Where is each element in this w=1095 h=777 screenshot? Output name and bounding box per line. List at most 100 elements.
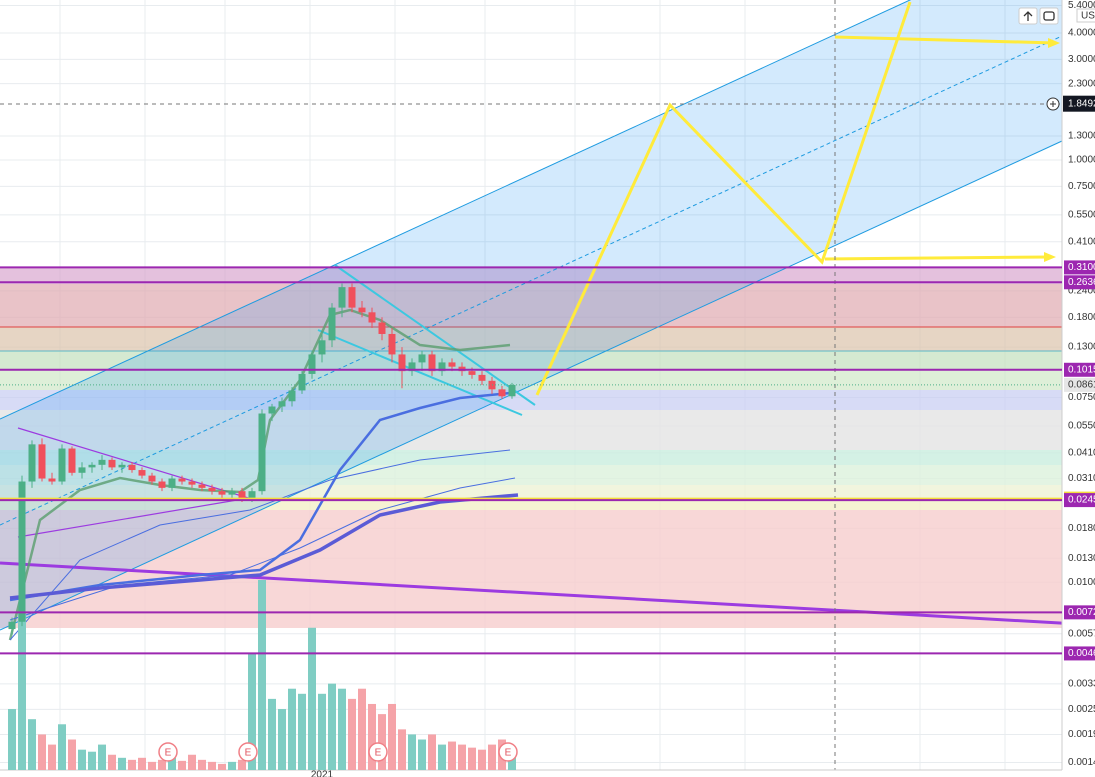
candle-body (198, 484, 206, 488)
volume-bar (168, 757, 176, 770)
candle-body (268, 406, 276, 414)
level-label: 0.2636 (1068, 277, 1095, 288)
volume-bar (108, 754, 116, 770)
volume-bar (58, 724, 66, 770)
candle-body (148, 475, 156, 482)
candle-body (378, 322, 386, 334)
volume-bar (428, 734, 436, 770)
candle-body (218, 491, 226, 495)
button-scroll-up[interactable] (1018, 7, 1038, 25)
volume-bar (228, 761, 236, 770)
toolbar (1018, 7, 1060, 111)
candle-body (428, 354, 436, 372)
candle-body (338, 287, 346, 308)
event-marker (368, 742, 388, 762)
volume-bar (38, 734, 46, 770)
level-label-box (1064, 275, 1095, 290)
candle-body (158, 481, 166, 488)
event-label: E (375, 748, 382, 759)
candle-body (98, 459, 106, 465)
y-tick-label: 5.4000 (1068, 0, 1095, 11)
volume-bar (278, 709, 286, 770)
candle-body (248, 491, 256, 499)
volume-bar (218, 763, 226, 770)
volume-bar (458, 744, 466, 770)
volume-bar (88, 751, 96, 770)
candle-body (348, 287, 356, 308)
volume-bar (308, 627, 316, 770)
candle-body (498, 389, 506, 397)
candle-body (138, 470, 146, 476)
candle-body (18, 481, 26, 622)
candle-body (328, 307, 336, 341)
candle-body (28, 444, 36, 482)
volume-bar (358, 688, 366, 770)
candle-body (508, 384, 516, 397)
volume-bar (478, 749, 486, 770)
volume-bar (178, 760, 186, 770)
level-label-box (1064, 605, 1095, 620)
candle-body (308, 354, 316, 374)
candle-body (128, 464, 136, 471)
candle-body (88, 464, 96, 468)
volume-bar (328, 683, 336, 770)
candle-body (38, 444, 46, 479)
y-tick-label: 0.0025 (1068, 704, 1095, 715)
volume-bar (78, 749, 86, 770)
last-price-box (1064, 377, 1095, 392)
volume-bar (468, 747, 476, 770)
event-marker (498, 742, 518, 762)
volume-bar (348, 698, 356, 770)
y-tick-label: 0.0019 (1068, 729, 1095, 740)
candle-body (108, 459, 116, 468)
y-tick-label: 0.0033 (1068, 679, 1095, 690)
crosshair-box (1063, 95, 1095, 112)
volume-bar (408, 734, 416, 770)
volume-bar (248, 653, 256, 770)
volume-bar (128, 759, 136, 770)
button-fullscreen[interactable] (1039, 7, 1059, 25)
level-label: 0.1015 (1068, 364, 1095, 375)
candle-body (168, 478, 176, 488)
event-marker (238, 742, 258, 762)
volume-bar (298, 693, 306, 770)
volume-bar (238, 759, 246, 770)
volume-bar (28, 719, 36, 770)
volume-bar (488, 744, 496, 770)
y-tick-label: 0.0014 (1068, 757, 1095, 768)
candle-body (228, 491, 236, 495)
level-label: 0.0046 (1068, 648, 1095, 659)
y-tick-label: 1.3000 (1068, 131, 1095, 142)
candle-body (358, 307, 366, 313)
level-label: 0.0245 (1068, 495, 1095, 506)
volume-bar (8, 709, 16, 770)
volume-bar (438, 744, 446, 770)
volume-bar (148, 761, 156, 770)
event-label: E (505, 748, 512, 759)
volume-bar (378, 714, 386, 770)
candle-body (478, 374, 486, 381)
candle-body (58, 448, 66, 482)
crosshair-add-button[interactable] (1046, 97, 1060, 111)
candle-body (258, 413, 266, 492)
volume-bar (18, 612, 26, 770)
volume-bar (398, 729, 406, 770)
candle-body (78, 467, 86, 473)
volume-bar (158, 759, 166, 770)
candle-body (388, 333, 396, 355)
x-tick-label: 2021 (311, 770, 334, 777)
candle-body (48, 478, 56, 482)
level-label-box (1064, 362, 1095, 377)
candle-body (188, 481, 196, 485)
